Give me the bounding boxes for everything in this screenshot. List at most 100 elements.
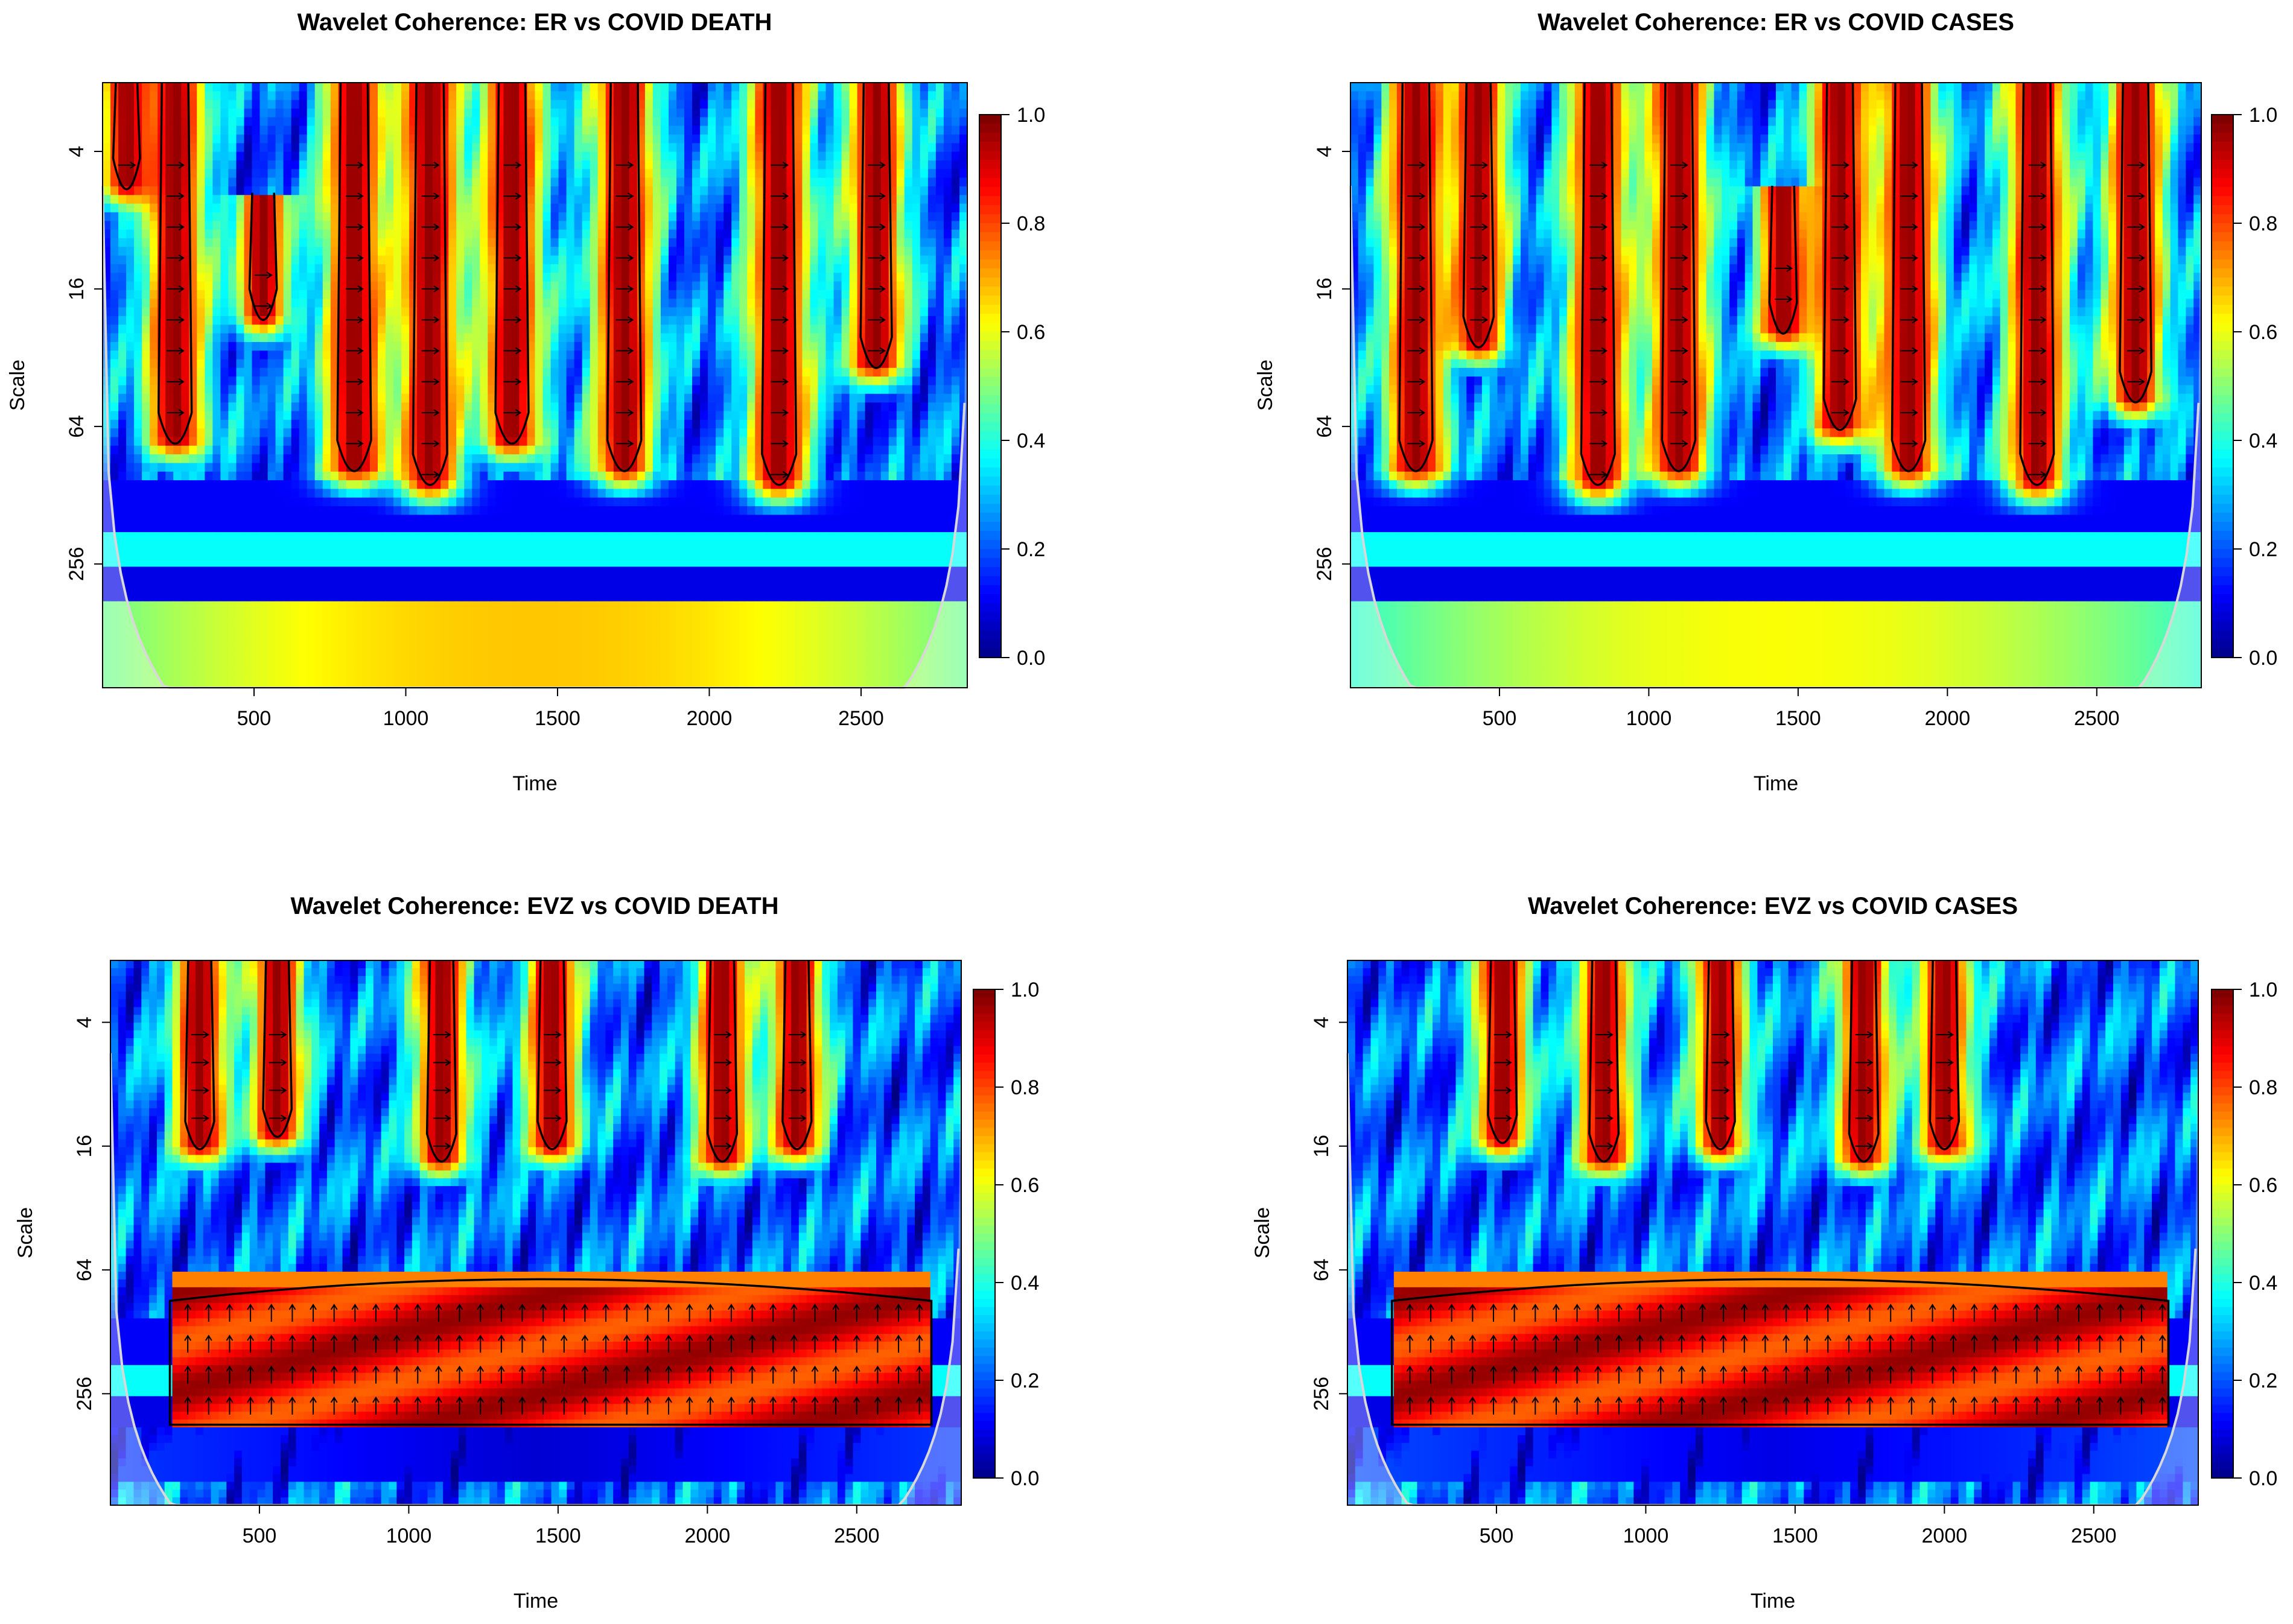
heatmap-cell bbox=[393, 169, 402, 178]
heatmap-cell bbox=[881, 247, 889, 256]
heatmap-cell bbox=[590, 376, 599, 385]
heatmap-cell bbox=[252, 264, 261, 273]
heatmap-cell bbox=[503, 230, 512, 239]
heatmap-cell bbox=[150, 152, 158, 161]
heatmap-cell bbox=[692, 126, 701, 135]
heatmap-cell bbox=[417, 290, 425, 299]
heatmap-cell bbox=[826, 282, 835, 291]
heatmap-cell bbox=[378, 109, 386, 118]
heatmap-cell bbox=[268, 117, 276, 126]
heatmap-cell bbox=[944, 273, 952, 282]
heatmap-cell bbox=[669, 212, 677, 221]
heatmap-cell bbox=[669, 325, 677, 334]
heatmap-cell bbox=[118, 308, 127, 317]
heatmap-cell bbox=[433, 273, 441, 282]
heatmap-cell bbox=[944, 186, 952, 195]
heatmap-cell bbox=[276, 152, 284, 161]
heatmap-cell bbox=[228, 143, 237, 152]
heatmap-cell bbox=[331, 186, 339, 195]
heatmap-cell bbox=[857, 160, 866, 170]
heatmap-cell bbox=[276, 308, 284, 317]
heatmap-cell bbox=[661, 264, 669, 273]
heatmap-cell bbox=[920, 350, 929, 360]
heatmap-cell bbox=[716, 204, 724, 213]
heatmap-cell bbox=[865, 316, 874, 325]
heatmap-cell bbox=[220, 342, 229, 351]
heatmap-cell bbox=[936, 290, 944, 299]
heatmap-cell bbox=[716, 334, 724, 343]
heatmap-cell bbox=[684, 195, 693, 204]
heatmap-cell bbox=[212, 221, 221, 230]
heatmap-cell bbox=[645, 126, 654, 135]
heatmap-cell bbox=[323, 247, 331, 256]
heatmap-cell bbox=[920, 256, 929, 265]
heatmap-cell bbox=[692, 109, 701, 118]
heatmap-cell bbox=[826, 342, 835, 351]
heatmap-cell bbox=[237, 135, 245, 144]
heatmap-cell bbox=[826, 100, 835, 109]
heatmap-cell bbox=[181, 212, 189, 221]
heatmap-cell bbox=[905, 316, 913, 325]
heatmap-cell bbox=[291, 308, 300, 317]
heatmap-cell bbox=[747, 126, 755, 135]
heatmap-cell bbox=[574, 368, 583, 377]
heatmap-cell bbox=[842, 126, 850, 135]
heatmap-cell bbox=[810, 360, 819, 369]
heatmap-cell bbox=[622, 238, 630, 247]
heatmap-cell bbox=[433, 100, 441, 109]
heatmap-cell bbox=[260, 256, 269, 265]
heatmap-cell bbox=[802, 368, 810, 377]
heatmap-cell bbox=[731, 230, 740, 239]
heatmap-cell bbox=[881, 230, 889, 239]
heatmap-cell bbox=[920, 221, 929, 230]
heatmap-cell bbox=[731, 360, 740, 369]
heatmap-cell bbox=[511, 186, 520, 195]
heatmap-cell bbox=[850, 160, 858, 170]
heatmap-cell bbox=[299, 195, 308, 204]
heatmap-cell bbox=[362, 100, 371, 109]
heatmap-cell bbox=[739, 83, 748, 92]
heatmap-cell bbox=[315, 152, 323, 161]
heatmap-cell bbox=[205, 247, 213, 256]
heatmap-cell bbox=[417, 325, 425, 334]
heatmap-cell bbox=[676, 247, 685, 256]
heatmap-cell bbox=[889, 290, 897, 299]
heatmap-cell bbox=[676, 109, 685, 118]
heatmap-cell bbox=[952, 230, 960, 239]
heatmap-cell bbox=[276, 83, 284, 92]
heatmap-cell bbox=[559, 152, 567, 161]
heatmap-cell bbox=[645, 83, 654, 92]
heatmap-cell bbox=[881, 238, 889, 247]
heatmap-cell bbox=[826, 135, 835, 144]
heatmap-cell bbox=[559, 273, 567, 282]
heatmap-cell bbox=[425, 264, 433, 273]
heatmap-cell bbox=[944, 360, 952, 369]
heatmap-cell bbox=[346, 117, 355, 126]
heatmap-cell bbox=[386, 299, 394, 308]
heatmap-cell bbox=[126, 334, 135, 343]
heatmap-cell bbox=[339, 325, 347, 334]
heatmap-cell bbox=[920, 204, 929, 213]
heatmap-cell bbox=[731, 204, 740, 213]
heatmap-cell bbox=[692, 91, 701, 100]
heatmap-cell bbox=[771, 299, 779, 308]
heatmap-cell bbox=[747, 247, 755, 256]
heatmap-cell bbox=[559, 83, 567, 92]
heatmap-cell bbox=[739, 247, 748, 256]
heatmap-cell bbox=[700, 360, 708, 369]
heatmap-cell bbox=[700, 152, 708, 161]
heatmap-cell bbox=[826, 212, 835, 221]
heatmap-cell bbox=[401, 334, 410, 343]
heatmap-cell bbox=[598, 350, 606, 360]
heatmap-cell bbox=[173, 212, 182, 221]
heatmap-cell bbox=[284, 299, 292, 308]
heatmap-cell bbox=[495, 83, 504, 92]
heatmap-cell bbox=[905, 126, 913, 135]
heatmap-cell bbox=[755, 135, 763, 144]
heatmap-cell bbox=[731, 290, 740, 299]
heatmap-cell bbox=[346, 334, 355, 343]
heatmap-cell bbox=[936, 186, 944, 195]
heatmap-cell bbox=[237, 195, 245, 204]
heatmap-cell bbox=[582, 342, 591, 351]
heatmap-cell bbox=[456, 238, 465, 247]
